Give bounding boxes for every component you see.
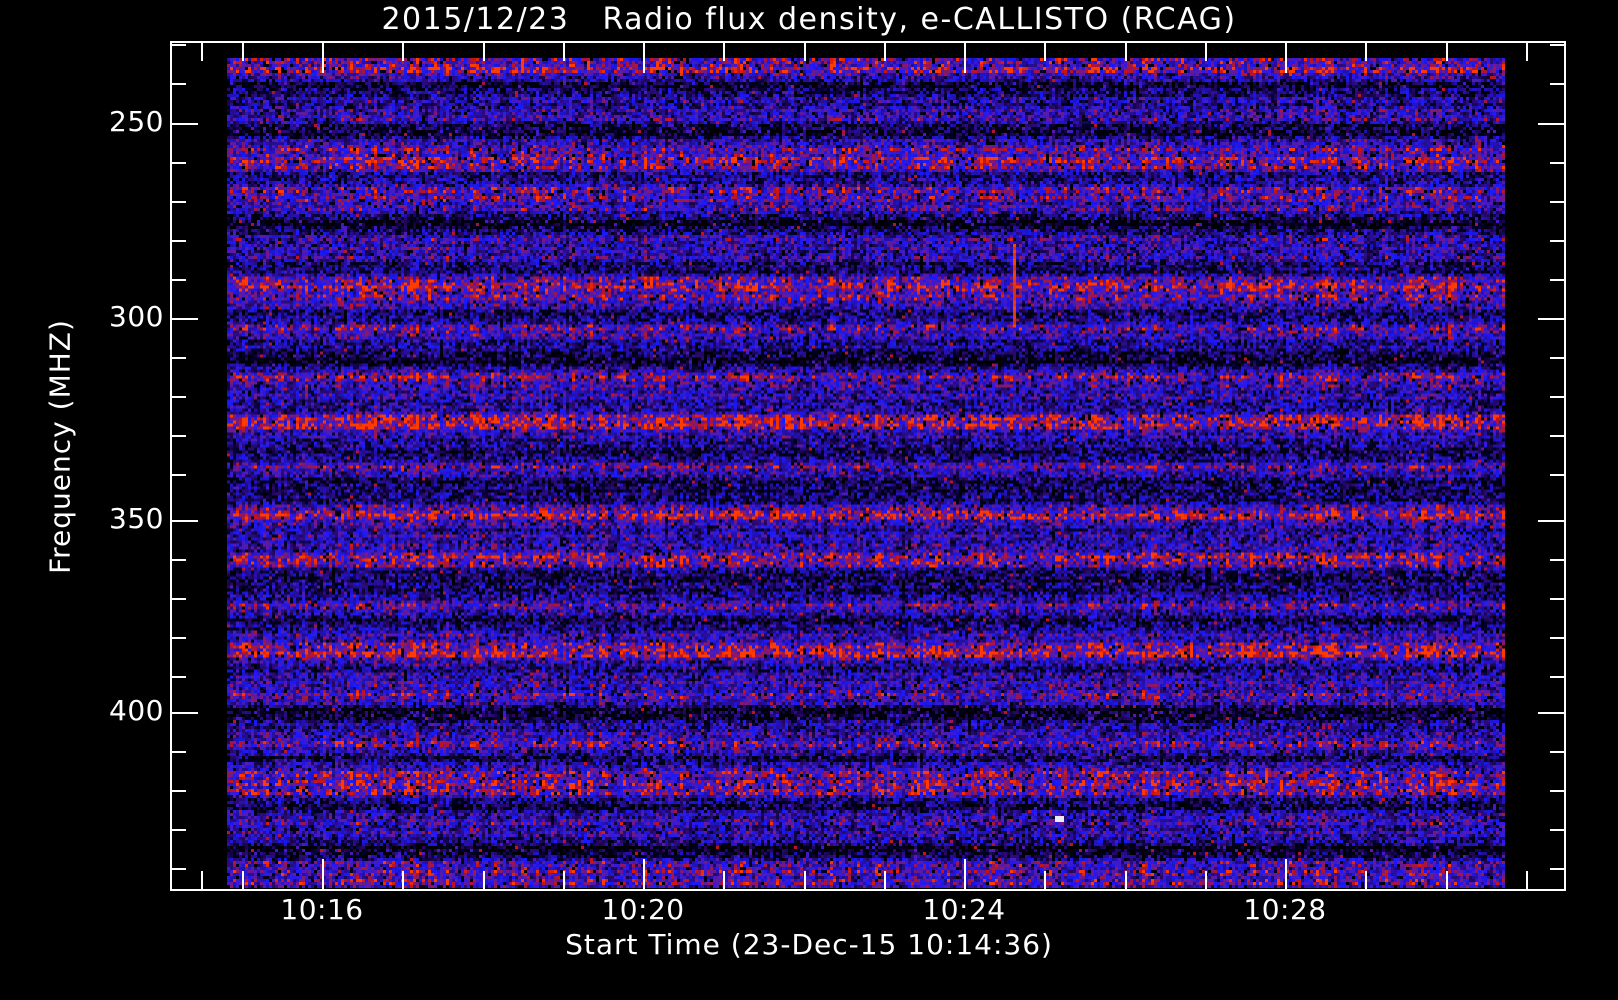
y-tick-minor bbox=[172, 474, 186, 476]
x-tick-minor-top bbox=[1365, 43, 1367, 61]
figure-title: 2015/12/23 Radio flux density, e-CALLIST… bbox=[381, 2, 1237, 37]
y-tick-minor-right bbox=[1550, 83, 1564, 85]
x-axis-title: Start Time (23-Dec-15 10:14:36) bbox=[565, 928, 1053, 961]
y-tick-minor bbox=[172, 829, 186, 831]
x-tick-minor bbox=[483, 871, 485, 889]
y-tick-label: 300 bbox=[109, 300, 164, 333]
y-tick-minor-right bbox=[1550, 279, 1564, 281]
x-tick-label: 10:16 bbox=[280, 893, 364, 926]
y-tick-minor bbox=[172, 676, 186, 678]
x-tick-minor-top bbox=[1044, 43, 1046, 61]
y-tick-minor bbox=[172, 559, 186, 561]
y-tick-minor-right bbox=[1550, 44, 1564, 46]
x-tick-major-top bbox=[322, 43, 324, 73]
x-tick-minor bbox=[1044, 871, 1046, 889]
plot-frame bbox=[170, 41, 1566, 891]
y-tick-minor-right bbox=[1550, 162, 1564, 164]
y-tick-label: 250 bbox=[109, 105, 164, 138]
y-tick-minor-right bbox=[1550, 240, 1564, 242]
x-tick-minor bbox=[1446, 871, 1448, 889]
y-axis-title: Frequency (MHZ) bbox=[43, 319, 77, 574]
y-tick-major bbox=[172, 123, 198, 125]
y-tick-minor-right bbox=[1550, 598, 1564, 600]
x-tick-label: 10:24 bbox=[922, 893, 1006, 926]
x-tick-major-top bbox=[1285, 43, 1287, 73]
y-tick-major-right bbox=[1538, 520, 1564, 522]
x-tick-minor bbox=[1205, 871, 1207, 889]
x-tick-minor bbox=[563, 871, 565, 889]
spectrogram-canvas bbox=[227, 58, 1505, 888]
y-tick-major-right bbox=[1538, 123, 1564, 125]
y-tick-label: 400 bbox=[109, 694, 164, 727]
x-tick-major bbox=[1285, 859, 1287, 889]
y-tick-minor bbox=[172, 790, 186, 792]
x-tick-minor-top bbox=[1446, 43, 1448, 61]
y-tick-minor-right bbox=[1550, 637, 1564, 639]
x-tick-major bbox=[964, 859, 966, 889]
x-tick-minor bbox=[201, 871, 203, 889]
y-tick-major bbox=[172, 520, 198, 522]
x-tick-minor-top bbox=[563, 43, 565, 61]
x-tick-minor bbox=[402, 871, 404, 889]
x-tick-major bbox=[643, 859, 645, 889]
y-tick-minor bbox=[172, 357, 186, 359]
y-tick-minor-right bbox=[1550, 559, 1564, 561]
x-tick-minor bbox=[242, 871, 244, 889]
y-tick-minor bbox=[172, 83, 186, 85]
y-tick-minor bbox=[172, 868, 186, 870]
x-tick-minor bbox=[804, 871, 806, 889]
y-tick-minor-right bbox=[1550, 751, 1564, 753]
y-tick-minor bbox=[172, 637, 186, 639]
x-tick-label: 10:28 bbox=[1243, 893, 1327, 926]
y-tick-minor bbox=[172, 396, 186, 398]
y-tick-major bbox=[172, 712, 198, 714]
y-tick-minor bbox=[172, 279, 186, 281]
x-tick-minor bbox=[884, 871, 886, 889]
x-tick-minor-top bbox=[1125, 43, 1127, 61]
x-tick-minor bbox=[1365, 871, 1367, 889]
y-tick-minor-right bbox=[1550, 474, 1564, 476]
x-tick-label: 10:20 bbox=[601, 893, 685, 926]
x-tick-minor bbox=[1526, 871, 1528, 889]
spectrogram-data-area bbox=[227, 58, 1505, 888]
x-tick-major-top bbox=[643, 43, 645, 73]
y-tick-minor bbox=[172, 435, 186, 437]
x-tick-minor-top bbox=[1526, 43, 1528, 61]
y-tick-major-right bbox=[1538, 318, 1564, 320]
y-tick-minor bbox=[172, 44, 186, 46]
x-tick-minor-top bbox=[884, 43, 886, 61]
y-tick-minor-right bbox=[1550, 676, 1564, 678]
x-tick-major bbox=[322, 859, 324, 889]
x-tick-minor-top bbox=[242, 43, 244, 61]
y-tick-label: 350 bbox=[109, 502, 164, 535]
y-tick-minor bbox=[172, 240, 186, 242]
y-tick-minor-right bbox=[1550, 201, 1564, 203]
y-tick-major bbox=[172, 318, 198, 320]
y-tick-minor-right bbox=[1550, 829, 1564, 831]
x-tick-minor-top bbox=[804, 43, 806, 61]
x-tick-minor-top bbox=[723, 43, 725, 61]
x-tick-minor-top bbox=[1205, 43, 1207, 61]
y-tick-major-right bbox=[1538, 712, 1564, 714]
y-tick-minor-right bbox=[1550, 396, 1564, 398]
y-tick-minor bbox=[172, 751, 186, 753]
x-tick-major-top bbox=[964, 43, 966, 73]
y-tick-minor bbox=[172, 162, 186, 164]
x-tick-minor-top bbox=[483, 43, 485, 61]
x-tick-minor-top bbox=[201, 43, 203, 61]
x-tick-minor bbox=[1125, 871, 1127, 889]
y-tick-minor-right bbox=[1550, 435, 1564, 437]
y-tick-minor-right bbox=[1550, 790, 1564, 792]
y-tick-minor bbox=[172, 201, 186, 203]
y-tick-minor-right bbox=[1550, 868, 1564, 870]
x-tick-minor-top bbox=[402, 43, 404, 61]
x-tick-minor bbox=[723, 871, 725, 889]
y-tick-minor-right bbox=[1550, 357, 1564, 359]
y-tick-minor bbox=[172, 598, 186, 600]
